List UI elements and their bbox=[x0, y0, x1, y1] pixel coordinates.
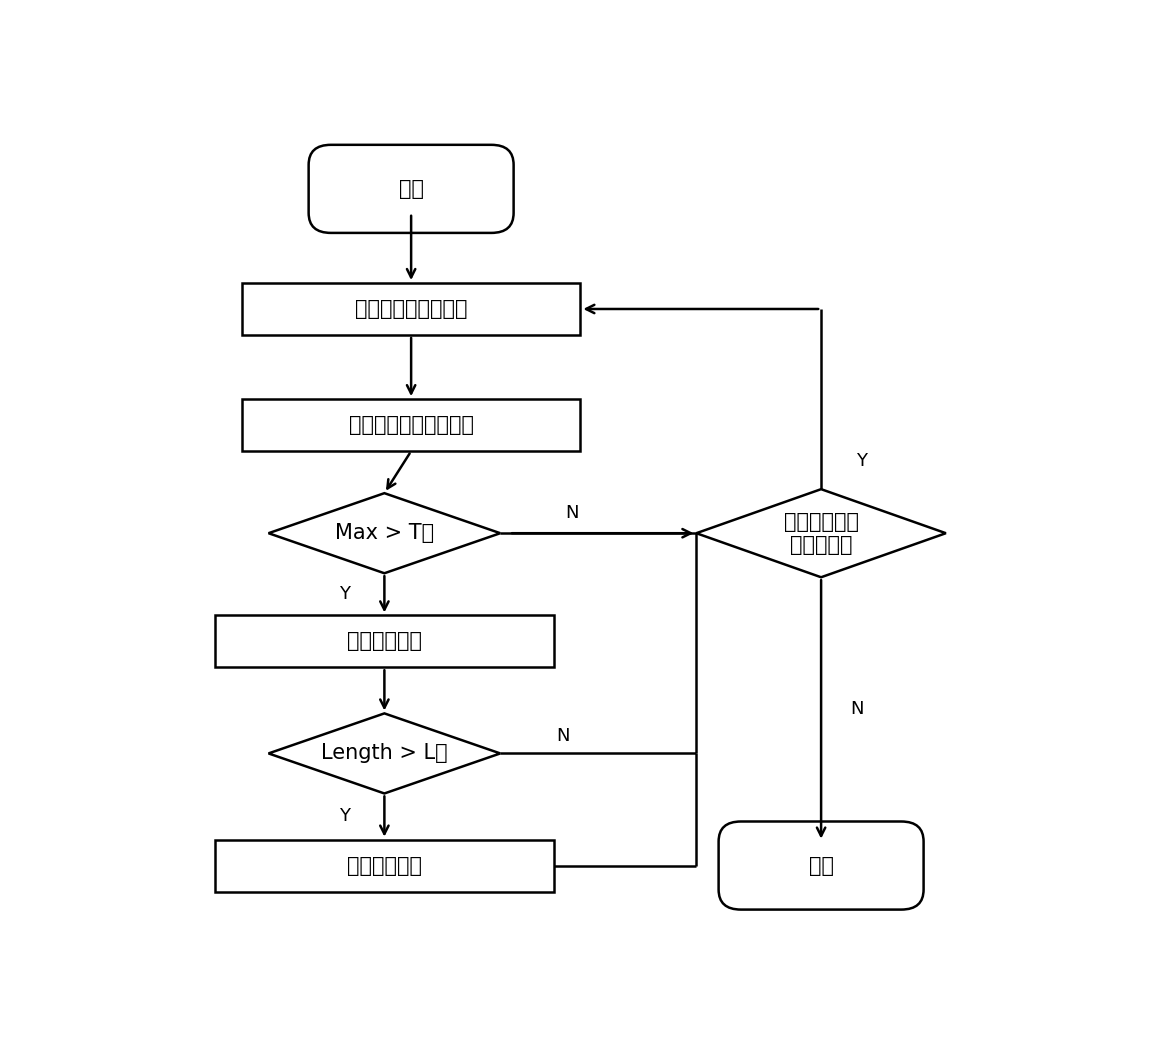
FancyBboxPatch shape bbox=[719, 822, 923, 910]
Bar bbox=[242, 283, 581, 335]
Text: Length > L？: Length > L？ bbox=[321, 744, 447, 763]
Polygon shape bbox=[268, 493, 500, 573]
Text: 找到两个端点: 找到两个端点 bbox=[347, 631, 422, 651]
Text: N: N bbox=[565, 504, 578, 522]
Text: Y: Y bbox=[339, 807, 350, 826]
Text: N: N bbox=[555, 727, 569, 745]
Bar bbox=[215, 616, 554, 668]
Text: 输出该直线段: 输出该直线段 bbox=[347, 856, 422, 876]
Text: 随机选择一个边缘点: 随机选择一个边缘点 bbox=[355, 298, 467, 319]
Text: 是否还有未标
记边缘点？: 是否还有未标 记边缘点？ bbox=[783, 512, 859, 554]
Bar bbox=[242, 399, 581, 451]
Text: Y: Y bbox=[339, 586, 350, 603]
Bar bbox=[215, 839, 554, 891]
FancyBboxPatch shape bbox=[308, 145, 514, 233]
Text: Max > T？: Max > T？ bbox=[335, 523, 434, 543]
Polygon shape bbox=[697, 489, 945, 577]
Text: 霏夫变换，累加和计算: 霏夫变换，累加和计算 bbox=[348, 415, 474, 435]
Text: 开始: 开始 bbox=[399, 179, 423, 199]
Text: Y: Y bbox=[856, 452, 867, 470]
Text: N: N bbox=[850, 700, 864, 719]
Text: 结束: 结束 bbox=[808, 856, 834, 876]
Polygon shape bbox=[268, 713, 500, 794]
